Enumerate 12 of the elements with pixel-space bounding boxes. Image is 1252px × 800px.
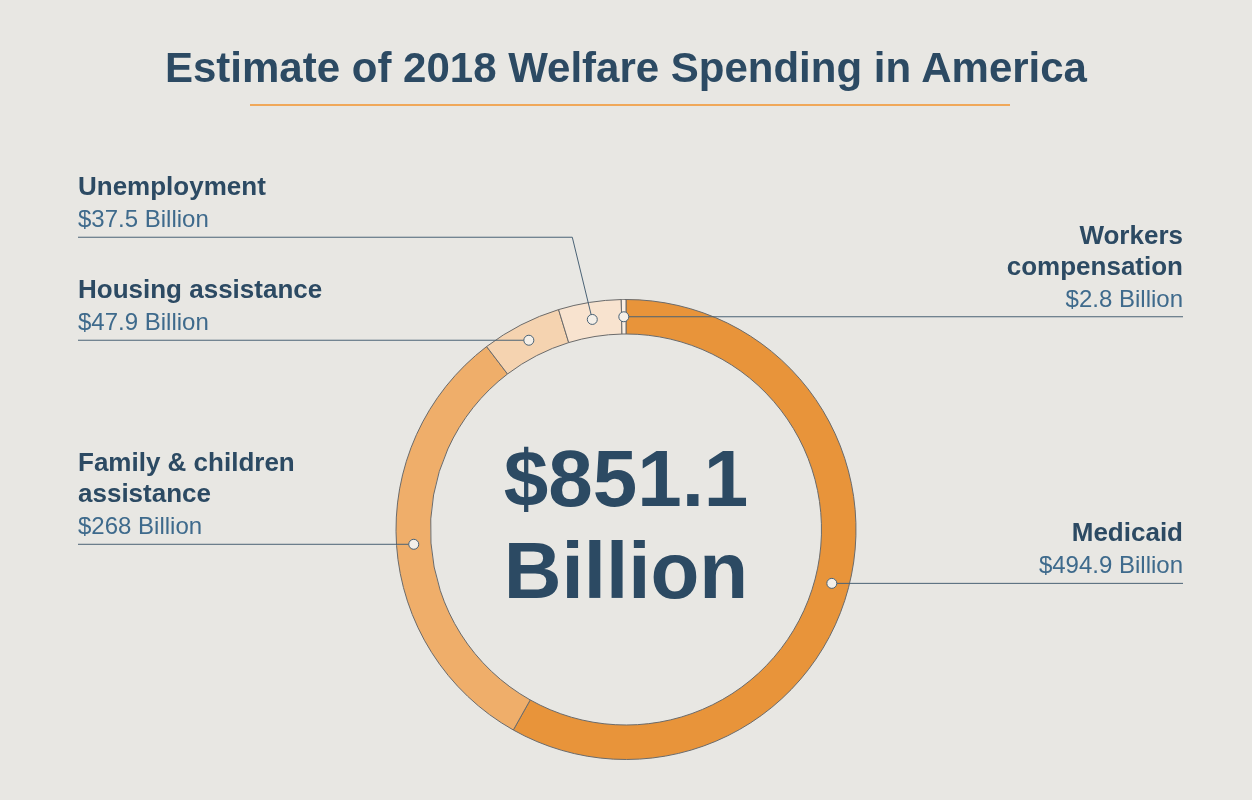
- chart-title: Estimate of 2018 Welfare Spending in America: [164, 44, 1088, 92]
- text: $851.1 Billion: [503, 433, 749, 615]
- slice-label: Housing assistance: [78, 274, 323, 305]
- slice-label: Unemployment: [78, 171, 267, 202]
- data-label: $494.9 Billion: [1038, 551, 1183, 579]
- slice-label: Family & children assistance: [78, 447, 295, 509]
- data-label: $2.8 Billion: [1065, 284, 1183, 312]
- slice-label: Workers compensation: [1006, 219, 1183, 281]
- data-label: $37.5 Billion: [78, 205, 209, 233]
- data-label: $47.9 Billion: [78, 308, 209, 336]
- slice-label: Medicaid: [1071, 517, 1183, 548]
- data-label: $268 Billion: [78, 512, 203, 540]
